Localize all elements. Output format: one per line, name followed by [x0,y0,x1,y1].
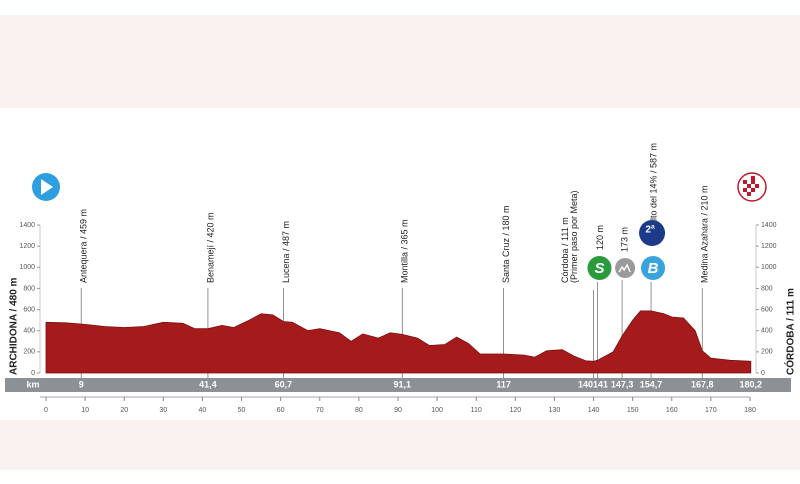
y2-tick-label: 0 [761,370,765,377]
start-icon [32,173,60,201]
climb-icon-symbol [618,263,631,273]
category-label: 2ª [645,225,655,236]
y2-tick-label: 200 [761,349,773,356]
y2-tick-label: 1200 [761,243,777,250]
waypoint-icon [641,256,666,280]
waypoint-label: Antequera / 459 m [79,209,89,283]
y2-tick-label: 400 [761,328,773,335]
waypoint-label: Santa Cruz / 180 m [501,205,511,283]
km-marker-label: 140 [578,379,593,389]
waypoint-label: 173 m [619,227,629,252]
waypoint-icon [587,256,612,280]
y-tick-label: 200 [23,349,35,356]
bottom-band [0,420,800,470]
waypoint-label: Montilla / 365 m [400,219,410,283]
waypoint-icon-label: S [594,260,604,277]
x-tick-label: 40 [199,407,207,414]
km-marker-label: 60,7 [275,379,293,389]
waypoint-label: Medina Azahara / 210 m [700,185,710,283]
category-icon [639,220,666,246]
km-bar [5,378,791,392]
x-tick-label: 120 [509,407,521,414]
x-tick-label: 110 [471,407,482,414]
y-tick-label: 1000 [19,264,35,271]
x-tick-label: 30 [159,407,167,414]
waypoint-label: Benamejí / 420 m [205,212,215,283]
x-tick-label: 80 [355,407,363,414]
x-tick-label: 140 [588,407,600,414]
waypoint-icon-label: B [648,260,659,277]
km-marker-label: 147,3 [611,379,634,389]
km-label: km [26,379,39,389]
x-tick-label: 100 [431,407,443,414]
x-tick-label: 90 [394,407,402,414]
waypoint-label: Córdoba / 111 m [560,217,570,283]
km-marker-label: 117 [496,379,511,389]
start-label: ARCHIDONA / 480 m [9,277,20,375]
x-tick-label: 150 [627,407,639,414]
y2-tick-label: 1400 [761,222,777,229]
km-marker-label: 180,2 [740,379,763,389]
top-band [0,15,800,108]
km-marker-label: 167,8 [691,379,714,389]
km-marker-label: 41,4 [199,379,217,389]
x-tick-label: 60 [277,407,285,414]
finish-icon [737,172,767,202]
x-tick-label: 180 [744,407,756,414]
km-marker-label: 9 [79,379,84,389]
y-tick-label: 0 [31,370,35,377]
waypoint-label: Alto del 14% / 587 m [648,143,658,226]
y-tick-label: 1400 [19,222,35,229]
x-tick-label: 70 [316,407,324,414]
x-tick-label: 50 [238,407,246,414]
y2-tick-label: 1000 [761,264,777,271]
y-tick-label: 800 [23,285,35,292]
y2-tick-label: 800 [761,285,773,292]
elevation-area [45,310,752,374]
km-marker-label: 91,1 [394,379,412,389]
km-marker-label: 141 [593,379,608,389]
km-marker-label: 154,7 [640,379,663,389]
waypoint-note: (Primer paso por Meta) [569,190,579,283]
y-tick-label: 400 [23,328,35,335]
x-tick-label: 160 [666,407,678,414]
x-tick-label: 20 [120,407,128,414]
y2-tick-label: 600 [761,306,773,313]
finish-label: CÓRDOBA / 111 m [784,288,797,375]
waypoint-label: 120 m [595,225,605,250]
waypoint-label: Lucena / 487 m [281,221,291,283]
y-tick-label: 1200 [19,243,35,250]
x-tick-label: 0 [44,407,48,414]
x-tick-label: 130 [549,407,561,414]
x-tick-label: 10 [81,407,89,414]
x-tick-label: 170 [705,407,717,414]
y-tick-label: 600 [23,306,35,313]
